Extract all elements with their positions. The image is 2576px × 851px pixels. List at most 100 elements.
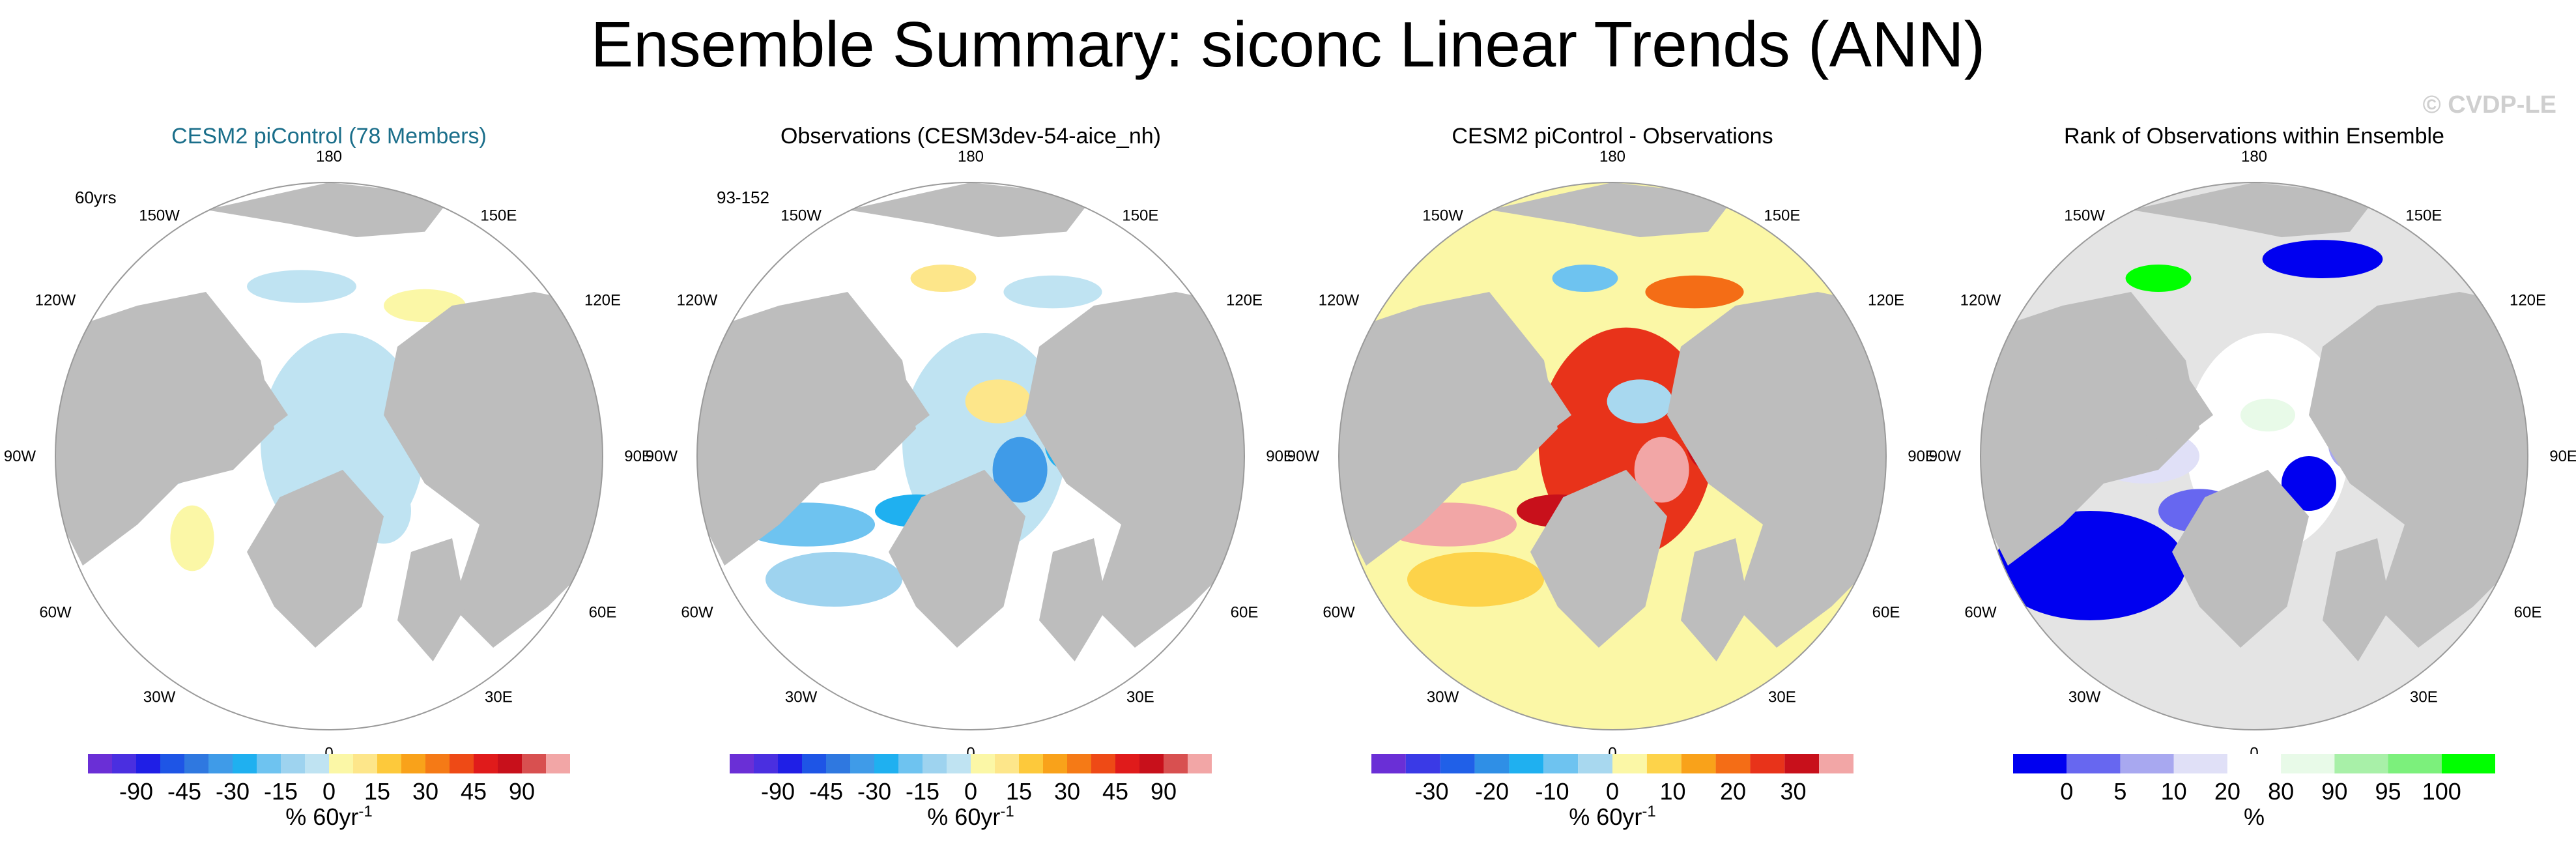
colorbar-cell	[1405, 754, 1440, 773]
colorbar-cell	[2120, 754, 2174, 773]
colorbar-label: % 60yr-1	[285, 803, 372, 831]
panel-title: Observations (CESM3dev-54-aice_nh)	[780, 124, 1161, 149]
lon-label: 120W	[677, 292, 718, 310]
colorbar-cell	[1371, 754, 1406, 773]
colorbar-tick: 20	[1720, 778, 1746, 805]
land-mass	[384, 292, 603, 648]
lon-label: 150E	[480, 207, 517, 224]
colorbar-tick: -20	[1475, 778, 1509, 805]
land-mass	[2172, 470, 2309, 648]
colorbar-cell	[802, 754, 826, 773]
colorbar-tick: -45	[167, 778, 201, 805]
colorbar-cell	[1440, 754, 1475, 773]
lon-label: 120E	[1868, 292, 1904, 310]
colorbar-tick: 0	[322, 778, 336, 805]
colorbar-tick: 0	[1606, 778, 1619, 805]
field-region	[910, 265, 977, 292]
colorbar-tick: -15	[906, 778, 939, 805]
colorbar-tick: -90	[761, 778, 795, 805]
land-mass	[206, 182, 452, 237]
period-label: 60yrs	[75, 188, 117, 207]
colorbar-cell	[995, 754, 1019, 773]
colorbar-label: %	[2244, 803, 2265, 830]
colorbar-cell	[1139, 754, 1164, 773]
land-mass	[1339, 292, 1558, 566]
colorbar-cell	[1543, 754, 1579, 773]
lon-label: 90E	[2549, 448, 2576, 465]
colorbar-tick: -15	[264, 778, 298, 805]
colorbar-tick: 0	[964, 778, 977, 805]
colorbar-cell	[1715, 754, 1751, 773]
lon-label: 90E	[624, 448, 652, 465]
lon-label: 30W	[1427, 689, 1459, 706]
field-region	[1552, 265, 1618, 292]
colorbar-cell	[425, 754, 450, 773]
colorbar-tick: 30	[1054, 778, 1080, 805]
field-region	[1607, 379, 1673, 424]
colorbar-cell	[377, 754, 401, 773]
colorbar-tick: -30	[857, 778, 891, 805]
panel-title: Rank of Observations within Ensemble	[2064, 124, 2444, 149]
field-region	[1645, 275, 1744, 309]
main-title: Ensemble Summary: siconc Linear Trends (…	[590, 8, 1986, 80]
colorbar-tick: 15	[1006, 778, 1032, 805]
colorbar-cell	[1509, 754, 1544, 773]
colorbar-cell	[826, 754, 850, 773]
colorbar-cell	[1043, 754, 1067, 773]
lon-label: 30W	[2068, 689, 2101, 706]
lon-label: 90W	[1287, 448, 1320, 465]
colorbar-cell	[1819, 754, 1853, 773]
panel-title: CESM2 piControl (78 Members)	[171, 124, 487, 149]
lon-label: 180	[958, 148, 984, 166]
colorbar-cell	[2227, 754, 2282, 773]
colorbar-tick: -45	[809, 778, 843, 805]
colorbar-label: % 60yr-1	[1569, 803, 1655, 831]
colorbar-cell	[971, 754, 995, 773]
lon-label: 90W	[4, 448, 36, 465]
lon-label: 90E	[1266, 448, 1294, 465]
map-boundary	[1338, 182, 1887, 730]
land-mass	[1489, 374, 1571, 442]
colorbar-tick: 30	[412, 778, 438, 805]
lon-label: 120W	[1319, 292, 1360, 310]
colorbar-tick: 45	[461, 778, 487, 805]
lon-label: 60E	[2514, 603, 2542, 621]
lon-label: 30E	[1126, 689, 1154, 706]
colorbar-cell	[305, 754, 329, 773]
field-region	[2282, 456, 2336, 511]
colorbar-cell	[1091, 754, 1115, 773]
colorbar-cell	[730, 754, 754, 773]
lon-label: 60W	[39, 603, 72, 621]
colorbar-label: % 60yr-1	[927, 803, 1014, 831]
land-mass	[2309, 292, 2528, 648]
land-mass	[206, 374, 288, 442]
colorbar-tick: -30	[1414, 778, 1448, 805]
field-region	[1634, 437, 1689, 503]
colorbar-cell	[1474, 754, 1510, 773]
colorbar-cell	[850, 754, 874, 773]
field-region	[2240, 398, 2295, 432]
colorbar-cell	[208, 754, 233, 773]
lon-label: 90W	[646, 448, 678, 465]
colorbar-cell	[1681, 754, 1716, 773]
colorbar-cell	[1784, 754, 1820, 773]
lon-label: 60E	[1872, 603, 1900, 621]
field-region	[2262, 240, 2383, 278]
lon-label: 120W	[1960, 292, 2001, 310]
colorbar-cell	[329, 754, 353, 773]
land-mass	[2131, 374, 2213, 442]
lon-label: 150W	[139, 207, 180, 224]
field-region	[2125, 265, 2192, 292]
land-mass	[848, 182, 1094, 237]
colorbar-cell	[778, 754, 802, 773]
lon-label: 150W	[1422, 207, 1463, 224]
lon-label: 30E	[485, 689, 513, 706]
map-panel-1: CESM2 piControl (78 Members) 60yrs 180 150W…	[4, 124, 652, 830]
colorbar-cell	[2441, 754, 2495, 773]
colorbar-cell	[2067, 754, 2121, 773]
colorbar-tick: -30	[216, 778, 250, 805]
colorbar-cell	[498, 754, 522, 773]
lon-label: 60W	[681, 603, 713, 621]
